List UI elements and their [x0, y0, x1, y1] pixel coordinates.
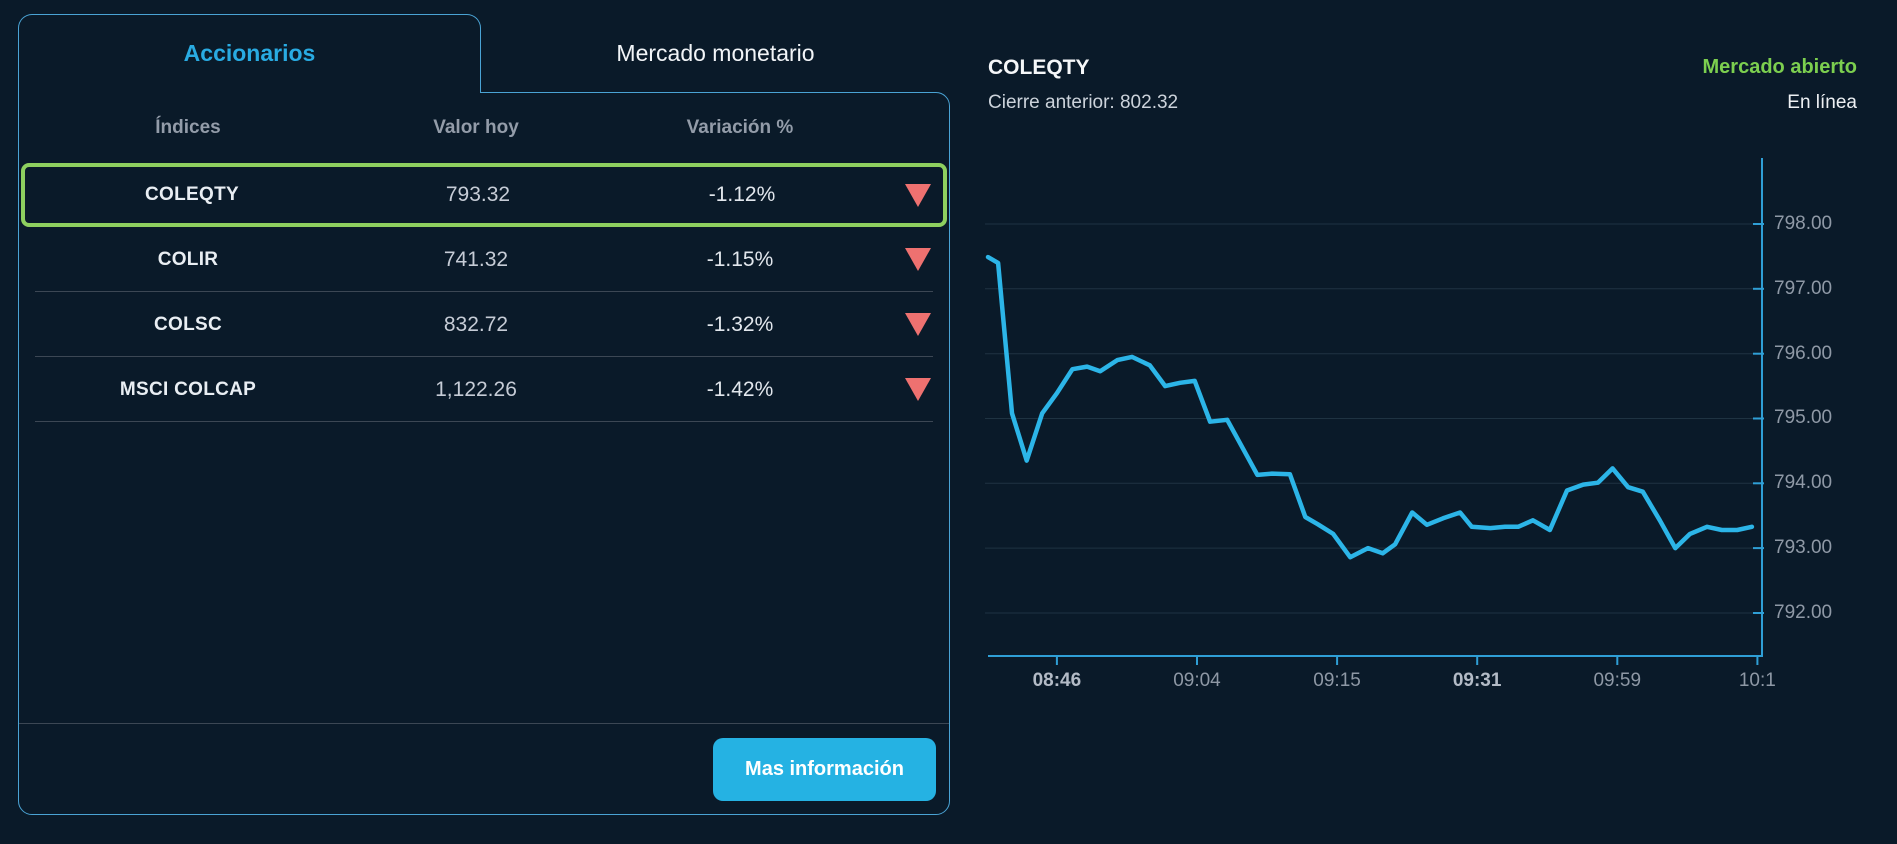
column-header-indices: Índices [155, 117, 221, 138]
down-triangle-icon [887, 183, 949, 207]
index-name: COLIR [157, 248, 219, 270]
x-tick-label: 09:59 [1593, 670, 1642, 691]
index-name: COLSC [154, 313, 222, 335]
column-header-variacion: Variación % [686, 117, 794, 138]
x-tick-label: 10:1 [1738, 670, 1776, 691]
tab-panel-joint [19, 91, 480, 93]
down-triangle-icon [885, 248, 951, 271]
index-value: 741.32 [443, 247, 509, 271]
index-value: 1,122.26 [435, 377, 517, 401]
footer-divider [19, 723, 949, 724]
x-tick-label: 09:15 [1313, 670, 1361, 691]
chart-line [985, 254, 1755, 560]
index-change: -1.42% [706, 377, 774, 401]
y-tick-label: 798.00 [1774, 213, 1833, 234]
index-value: 832.72 [443, 312, 509, 336]
indices-panel: Accionarios Mercado monetario Índices Va… [18, 14, 950, 815]
column-header-valor-hoy: Valor hoy [433, 117, 519, 138]
index-rows: COLEQTY 793.32 -1.12% COLIR 741.32 -1.15% COLS… [19, 163, 949, 422]
tab-mercado-monetario[interactable]: Mercado monetario [481, 14, 950, 92]
x-tick-label: 09:04 [1173, 670, 1221, 691]
y-tick-label: 793.00 [1774, 537, 1833, 559]
y-tick-label: 794.00 [1774, 472, 1833, 494]
indices-table: Índices Valor hoy Variación % COLEQTY 793… [18, 92, 950, 815]
online-status-text: En línea [1787, 92, 1857, 113]
y-tick-label: 796.00 [1774, 342, 1833, 364]
table-header-row: Índices Valor hoy Variación % [19, 93, 949, 163]
table-row[interactable]: COLSC 832.72 -1.32% [19, 292, 949, 357]
tab-accionarios-label: Accionarios [183, 40, 316, 66]
y-tick-label: 797.00 [1774, 277, 1833, 299]
table-row[interactable]: COLIR 741.32 -1.15% [19, 227, 949, 292]
table-row[interactable]: MSCI COLCAP 1,122.26 -1.42% [19, 357, 949, 422]
x-tick-label: 09:31 [1452, 670, 1502, 691]
previous-close-text: Cierre anterior: 802.32 [988, 92, 1179, 113]
index-change: -1.32% [706, 312, 774, 336]
tab-accionarios[interactable]: Accionarios [18, 14, 481, 92]
x-axis-labels: 08:46 09:04 09:15 09:31 09:59 10:1 [960, 670, 1782, 700]
index-value: 793.32 [445, 183, 511, 206]
index-name: COLEQTY [145, 184, 239, 205]
table-row[interactable]: COLEQTY 793.32 -1.12% [21, 163, 947, 227]
y-tick-label: 795.00 [1774, 407, 1833, 429]
chart-title: COLEQTY [988, 56, 1090, 79]
x-tick-label: 08:46 [1032, 670, 1082, 691]
down-triangle-icon [885, 378, 951, 401]
market-status-badge: Mercado abierto [1702, 56, 1857, 78]
index-change: -1.12% [708, 183, 776, 206]
tab-mercado-monetario-label: Mercado monetario [616, 39, 815, 66]
index-change: -1.15% [706, 247, 774, 271]
y-tick-label: 792.00 [1774, 601, 1833, 623]
down-triangle-icon [885, 313, 951, 336]
index-name: MSCI COLCAP [119, 378, 257, 400]
mas-informacion-button[interactable]: Mas información [713, 738, 936, 801]
